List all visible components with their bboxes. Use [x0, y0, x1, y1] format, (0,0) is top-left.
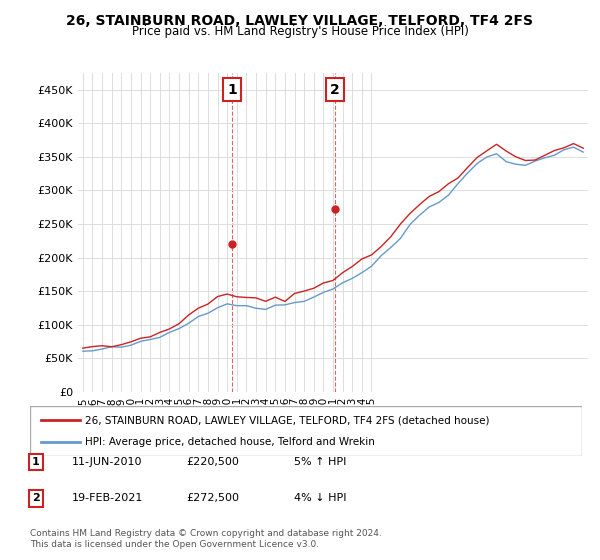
- Text: 2: 2: [32, 493, 40, 503]
- Text: Contains HM Land Registry data © Crown copyright and database right 2024.
This d: Contains HM Land Registry data © Crown c…: [30, 529, 382, 549]
- Text: 19-FEB-2021: 19-FEB-2021: [72, 493, 143, 503]
- Text: 4% ↓ HPI: 4% ↓ HPI: [294, 493, 347, 503]
- Text: 5% ↑ HPI: 5% ↑ HPI: [294, 457, 346, 467]
- Text: £272,500: £272,500: [186, 493, 239, 503]
- Text: 1: 1: [227, 83, 237, 97]
- Text: Price paid vs. HM Land Registry's House Price Index (HPI): Price paid vs. HM Land Registry's House …: [131, 25, 469, 38]
- FancyBboxPatch shape: [30, 406, 582, 456]
- Text: 2: 2: [330, 83, 340, 97]
- Text: 1: 1: [32, 457, 40, 467]
- Text: 26, STAINBURN ROAD, LAWLEY VILLAGE, TELFORD, TF4 2FS (detached house): 26, STAINBURN ROAD, LAWLEY VILLAGE, TELF…: [85, 415, 490, 425]
- Text: HPI: Average price, detached house, Telford and Wrekin: HPI: Average price, detached house, Telf…: [85, 437, 375, 447]
- Text: 11-JUN-2010: 11-JUN-2010: [72, 457, 143, 467]
- Text: 26, STAINBURN ROAD, LAWLEY VILLAGE, TELFORD, TF4 2FS: 26, STAINBURN ROAD, LAWLEY VILLAGE, TELF…: [67, 14, 533, 28]
- Text: £220,500: £220,500: [186, 457, 239, 467]
